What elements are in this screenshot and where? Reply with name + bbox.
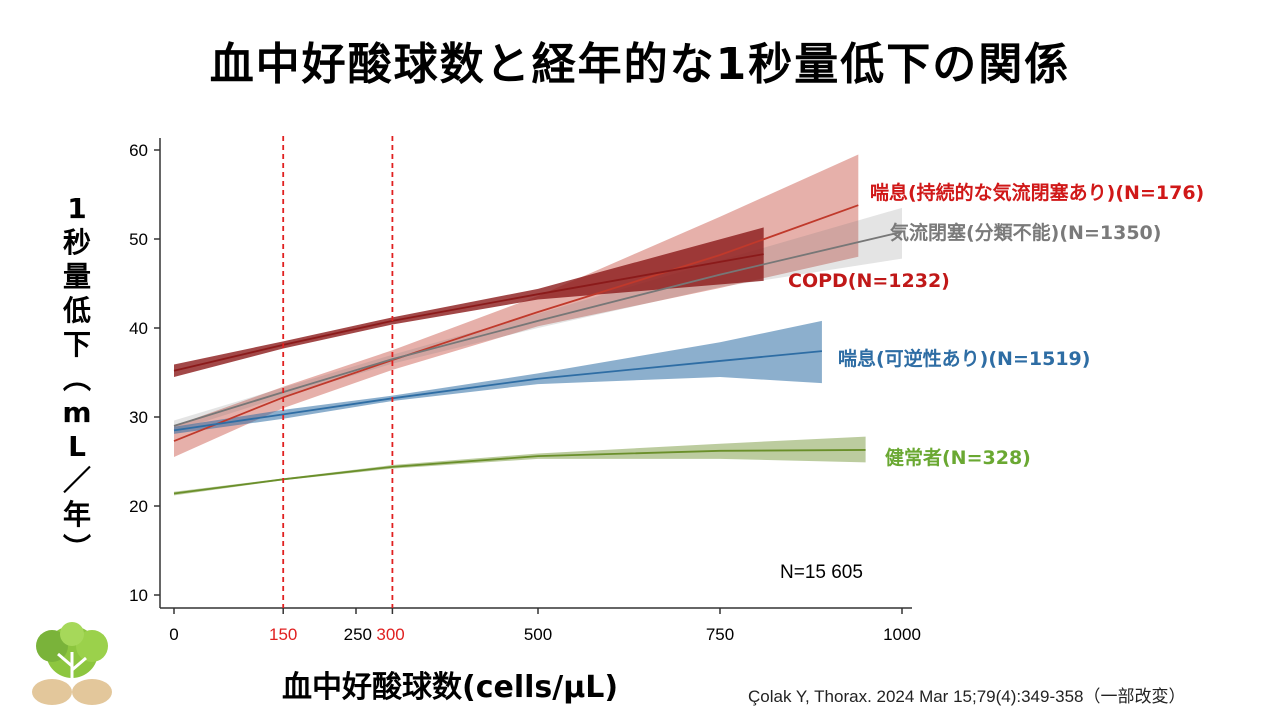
ci-band-copd [174, 227, 764, 377]
y-axis-label-char: 秒 [62, 226, 91, 259]
y-axis-label-char: 1 [67, 192, 87, 225]
y-axis-label-char: ︶ [62, 532, 91, 565]
slide-title: 血中好酸球数と経年的な1秒量低下の関係 [209, 39, 1071, 90]
series-line-asthma_reversible [173, 350, 823, 432]
x-tick-label: 500 [524, 625, 552, 644]
x-tick-label: 750 [706, 625, 734, 644]
x-tick-label: 300 [376, 625, 404, 644]
y-tick-label: 50 [129, 230, 148, 249]
x-tick-label: 0 [169, 625, 178, 644]
series-label-airflow-unclassified: 気流閉塞(分類不能)(N=1350) [890, 222, 1162, 244]
series-label-asthma-persistent: 喘息(持続的な気流閉塞あり)(N=176) [870, 182, 1205, 204]
y-axis-label-char: m [62, 396, 92, 429]
y-axis-label-char: ／ [62, 464, 91, 497]
y-axis-label-char: 低 [62, 294, 91, 327]
y-axis-label-char: 下 [62, 328, 91, 361]
x-axis-label: 血中好酸球数(cells/μL) [282, 670, 619, 705]
total-n-label: N=15 605 [780, 562, 863, 583]
x-tick-label: 150 [269, 625, 297, 644]
y-axis-label-char: 年 [62, 498, 91, 531]
ci-band-healthy [174, 436, 866, 496]
series-line-airflow_unclassified [173, 231, 903, 427]
series-label-asthma-reversible: 喘息(可逆性あり)(N=1519) [838, 348, 1091, 370]
y-axis-label-char: ︵ [62, 362, 91, 395]
series-label-copd: COPD(N=1232) [788, 270, 950, 292]
y-axis-label-char: 量 [62, 260, 91, 293]
ci-band-asthma_reversible [174, 320, 822, 434]
y-tick-label: 20 [129, 497, 148, 516]
citation: Çolak Y, Thorax. 2024 Mar 15;79(4):349-3… [748, 687, 1186, 706]
ci-band-asthma_persistent [174, 154, 859, 458]
y-axis-label: 1 秒量低下 ︵ m L ／年 ︶ [52, 192, 102, 566]
series-line-asthma_persistent [173, 204, 859, 442]
y-tick-label: 30 [129, 408, 148, 427]
y-tick-label: 10 [129, 586, 148, 605]
series-line-healthy [173, 449, 866, 495]
y-tick-label: 40 [129, 319, 148, 338]
y-axis-label-char: L [68, 430, 86, 463]
tree-logo-icon [32, 622, 112, 705]
series-label-healthy: 健常者(N=328) [885, 447, 1031, 469]
x-tick-label: 250 [344, 625, 372, 644]
y-tick-label: 60 [129, 141, 148, 160]
x-tick-label: 1000 [883, 625, 921, 644]
